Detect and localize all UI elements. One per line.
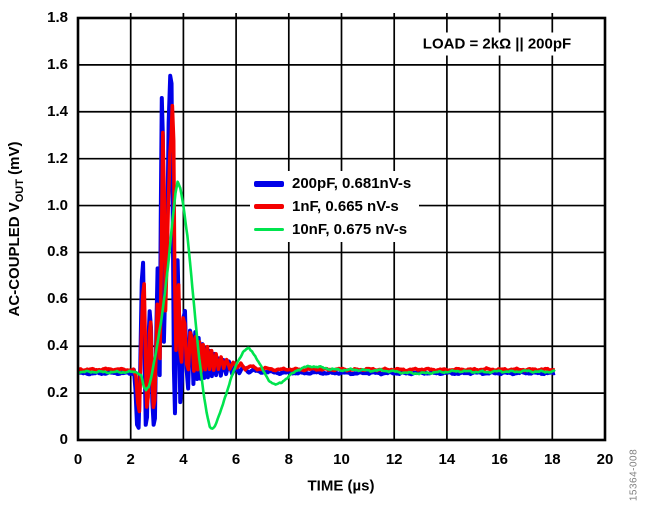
- x-tick-label: 20: [596, 451, 614, 468]
- figure-code: 15364-008: [628, 448, 640, 502]
- y-tick-label: 1.2: [47, 149, 68, 167]
- x-tick-label: 18: [543, 451, 561, 468]
- x-tick-label: 4: [179, 451, 188, 468]
- plot-border: [76, 16, 607, 442]
- y-tick-label: 1.4: [47, 102, 68, 120]
- legend-item-2: 1nF, 0.665 nV-s: [254, 195, 411, 218]
- legend: 200pF, 0.681nV-s 1nF, 0.665 nV-s 10nF, 0.6…: [250, 171, 420, 242]
- y-tick-label: 0: [59, 431, 68, 448]
- x-tick-label: 12: [385, 451, 403, 468]
- x-tick-label: 2: [126, 451, 135, 468]
- y-tick-label: 1.0: [47, 196, 68, 214]
- x-tick-label: 6: [231, 451, 241, 468]
- x-axis-title: TIME (µs): [307, 477, 375, 495]
- legend-label-2: 1nF, 0.665 nV-s: [292, 198, 399, 215]
- load-annotation: LOAD = 2kΩ || 200pF: [412, 32, 582, 56]
- y-tick-label: 0.4: [47, 337, 68, 355]
- legend-swatch-1: [254, 180, 284, 187]
- series-trace-3: [78, 180, 556, 430]
- y-tick-label: 0.8: [47, 243, 68, 261]
- legend-swatch-2: [254, 204, 284, 209]
- legend-label-3: 10nF, 0.675 nV-s: [292, 221, 408, 238]
- legend-item-1: 200pF, 0.681nV-s: [254, 172, 411, 195]
- series-trace-2: [78, 103, 556, 414]
- y-tick-label: 1.8: [47, 9, 68, 26]
- y-axis-title-main: AC-COUPLED V: [6, 202, 23, 317]
- x-tick-label: 16: [491, 451, 508, 468]
- x-tick-label: 14: [438, 451, 456, 468]
- y-tick-label: 0.2: [47, 384, 68, 402]
- legend-item-3: 10nF, 0.675 nV-s: [254, 218, 411, 241]
- y-tick-label: 0.6: [47, 290, 68, 308]
- x-tick-label: 8: [284, 451, 293, 468]
- y-axis-title-unit: (mV): [6, 141, 23, 180]
- y-tick-label: 1.6: [47, 55, 68, 73]
- y-axis-title: AC-COUPLED VOUT (mV): [6, 142, 26, 317]
- x-tick-label: 0: [73, 451, 83, 468]
- y-axis-title-sub: OUT: [14, 179, 26, 203]
- legend-label-1: 200pF, 0.681nV-s: [292, 175, 412, 192]
- legend-swatch-3: [254, 228, 284, 231]
- x-tick-label: 10: [333, 451, 350, 468]
